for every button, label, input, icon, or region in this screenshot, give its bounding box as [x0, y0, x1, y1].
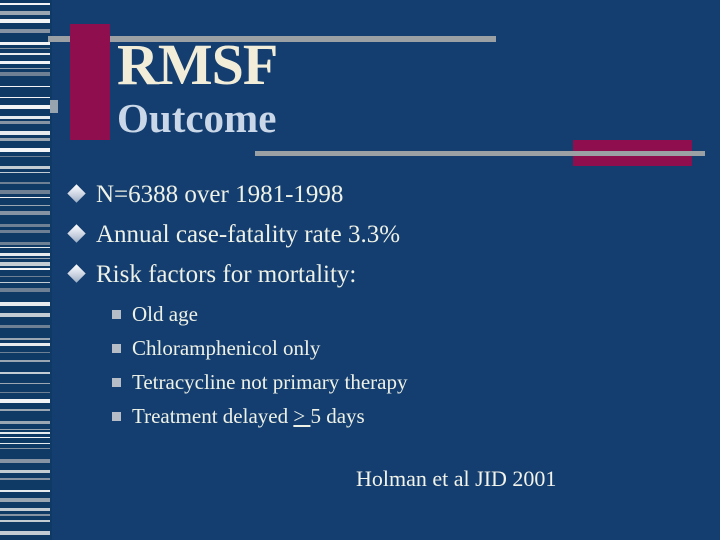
top-divider-line	[48, 36, 496, 42]
filmstrip-stripe	[0, 205, 50, 206]
filmstrip-stripe	[0, 514, 50, 516]
filmstrip-stripe	[0, 470, 50, 473]
filmstrip-stripe	[0, 48, 50, 49]
filmstrip-stripe	[0, 302, 50, 306]
filmstrip-stripe	[0, 531, 50, 535]
filmstrip-stripe	[0, 313, 50, 317]
citation-text: Holman et al JID 2001	[356, 466, 557, 491]
sub-bullet-item: Treatment delayed > 5 days	[112, 403, 652, 437]
filmstrip-stripe	[0, 156, 50, 157]
filmstrip-stripe	[0, 421, 50, 424]
filmstrip-stripe	[0, 68, 50, 69]
filmstrip-stripe	[0, 86, 50, 87]
sub-bullet-text: Tetracycline not primary therapy	[132, 370, 408, 394]
filmstrip-stripe	[0, 399, 50, 403]
diamond-bullet-icon	[67, 224, 86, 243]
filmstrip-stripe	[0, 29, 50, 33]
filmstrip-stripe	[0, 72, 50, 76]
filmstrip-stripe	[0, 148, 50, 152]
filmstrip-stripe	[0, 383, 50, 384]
square-bullet-icon	[112, 310, 121, 319]
greater-equal-symbol: >	[293, 404, 311, 428]
subtitle-divider-line	[255, 151, 705, 156]
filmstrip-stripe	[0, 172, 50, 173]
diamond-bullet-icon	[67, 184, 86, 203]
bullet-item: Risk factors for mortality:	[67, 260, 650, 300]
filmstrip-stripe	[0, 478, 50, 480]
sub-bullet-text: Chloramphenicol only	[132, 336, 321, 360]
filmstrip-stripe	[0, 182, 50, 184]
bullet-text: N=6388 over 1981-1998	[96, 181, 344, 208]
filmstrip-stripe	[0, 42, 50, 45]
filmstrip-stripe	[0, 253, 50, 256]
filmstrip-stripe	[0, 282, 50, 283]
title-accent-bar	[70, 24, 110, 140]
filmstrip-stripe	[0, 352, 50, 353]
filmstrip-stripe	[0, 105, 50, 109]
filmstrip-stripe	[0, 19, 50, 23]
filmstrip-stripe	[0, 97, 50, 98]
sub-bullet-text: Old age	[132, 302, 198, 326]
filmstrip-stripe	[0, 372, 50, 374]
filmstrip-stripe	[0, 508, 50, 511]
filmstrip-stripe	[0, 121, 50, 124]
filmstrip-stripe	[0, 338, 50, 340]
filmstrip-stripe	[0, 432, 50, 434]
filmstrip-stripe	[0, 131, 50, 135]
filmstrip-stripe	[0, 224, 50, 227]
bullet-list: N=6388 over 1981-1998 Annual case-fatali…	[67, 180, 650, 300]
filmstrip-stripe	[0, 262, 50, 266]
slide-subtitle: Outcome	[117, 95, 277, 141]
bullet-item: N=6388 over 1981-1998	[67, 180, 650, 220]
filmstrip-stripe	[0, 3, 50, 5]
sub-bullet-text-delay: Treatment delayed > 5 days	[132, 403, 365, 429]
filmstrip-stripe	[0, 276, 50, 277]
filmstrip-stripe	[0, 53, 50, 55]
filmstrip-stripe	[0, 190, 50, 194]
filmstrip-stripe	[0, 247, 50, 248]
bullet-text: Risk factors for mortality:	[96, 261, 357, 288]
diamond-bullet-icon	[67, 264, 86, 283]
filmstrip-stripe	[0, 459, 50, 463]
square-bullet-icon	[112, 412, 121, 421]
delay-prefix: Treatment delayed	[132, 404, 294, 428]
filmstrip-stripe	[0, 409, 50, 411]
filmstrip-stripe	[0, 242, 50, 245]
filmstrip-stripe	[0, 116, 50, 119]
slide-title: RMSF	[117, 32, 278, 97]
filmstrip-stripe	[0, 520, 50, 522]
gray-stub-decoration	[50, 100, 58, 113]
filmstrip-stripe	[0, 211, 50, 215]
delay-suffix: 5 days	[310, 404, 365, 428]
sub-bullet-item: Chloramphenicol only	[112, 335, 652, 369]
filmstrip-stripe	[0, 197, 50, 198]
bullet-item: Annual case-fatality rate 3.3%	[67, 220, 650, 260]
filmstrip-stripe	[0, 325, 50, 328]
filmstrip-stripe	[0, 288, 50, 292]
sub-bullet-list: Old age Chloramphenicol only Tetracyclin…	[112, 301, 652, 437]
filmstrip-stripe	[0, 429, 50, 430]
filmstrip-stripe	[0, 443, 50, 444]
filmstrip-stripe	[0, 258, 50, 259]
filmstrip-stripe	[0, 61, 50, 64]
filmstrip-stripe	[0, 343, 50, 346]
filmstrip-stripe	[0, 268, 50, 270]
filmstrip-decoration	[0, 0, 52, 540]
sub-bullet-item: Tetracycline not primary therapy	[112, 369, 652, 403]
filmstrip-stripe	[0, 498, 50, 502]
filmstrip-stripe	[0, 11, 50, 15]
filmstrip-stripe	[0, 138, 50, 141]
square-bullet-icon	[112, 344, 121, 353]
filmstrip-stripe	[0, 392, 50, 393]
filmstrip-stripe	[0, 448, 50, 449]
bullet-text: Annual case-fatality rate 3.3%	[96, 221, 401, 248]
filmstrip-stripe	[0, 360, 50, 362]
filmstrip-stripe	[0, 166, 50, 169]
filmstrip-stripe	[0, 437, 50, 438]
filmstrip-stripe	[0, 490, 50, 492]
sub-bullet-item: Old age	[112, 301, 652, 335]
filmstrip-stripe	[0, 230, 50, 233]
square-bullet-icon	[112, 378, 121, 387]
